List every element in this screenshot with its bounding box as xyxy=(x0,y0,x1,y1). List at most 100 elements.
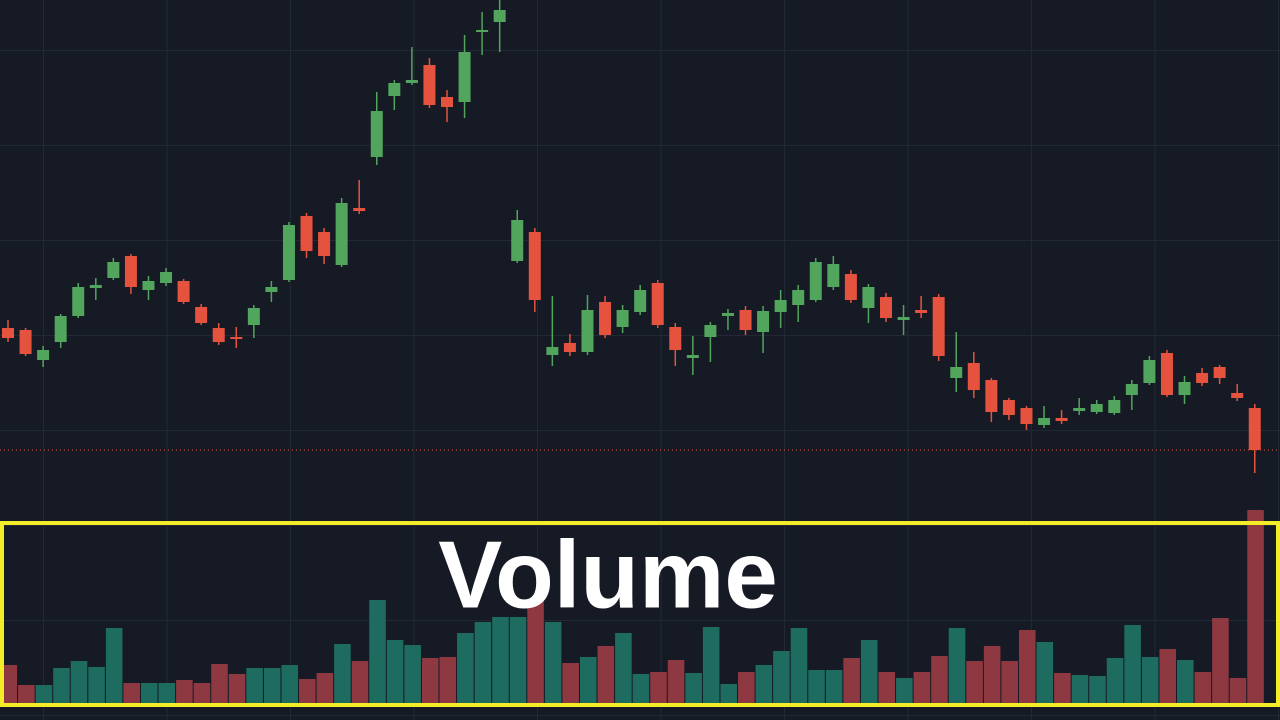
volume-bar xyxy=(632,674,650,704)
candle-body xyxy=(932,297,945,356)
candle-body xyxy=(353,208,366,211)
volume-bar xyxy=(983,646,1001,704)
candle-body xyxy=(1178,382,1191,395)
candle-body xyxy=(651,283,664,325)
volume-bar xyxy=(720,684,738,704)
candle-body xyxy=(967,363,980,390)
candle-body xyxy=(563,343,576,352)
candle-body xyxy=(827,264,840,287)
volume-bar xyxy=(755,665,773,704)
volume-bar xyxy=(386,640,404,704)
volume-bar xyxy=(1177,660,1194,704)
volume-bar xyxy=(263,668,281,704)
volume-bar xyxy=(808,670,825,704)
candle-body xyxy=(1231,393,1244,398)
candle-body xyxy=(581,310,594,352)
volume-bar xyxy=(825,670,843,704)
candle-body xyxy=(493,10,506,22)
volume-bar xyxy=(88,667,105,704)
candle-body xyxy=(89,285,102,288)
volume-bar xyxy=(474,622,492,704)
candle-body xyxy=(599,302,612,335)
volume-bar xyxy=(685,673,702,704)
volume-bar xyxy=(176,680,193,704)
candle-body xyxy=(1248,408,1261,450)
candle-body xyxy=(739,310,752,330)
candle-body xyxy=(1160,353,1173,395)
candle-body xyxy=(1073,408,1086,411)
candle-body xyxy=(985,380,998,412)
candle-body xyxy=(212,328,225,342)
candle-body xyxy=(844,274,857,300)
volume-bar xyxy=(948,628,966,704)
volume-bar xyxy=(913,672,931,704)
volume-bar xyxy=(527,600,544,704)
candle-body xyxy=(634,290,647,312)
volume-bar xyxy=(966,661,983,704)
volume-bar xyxy=(492,617,509,704)
volume-bar xyxy=(773,651,790,704)
candle-body xyxy=(107,262,120,278)
candle-body xyxy=(177,281,190,302)
volume-bar xyxy=(1001,661,1018,704)
volume-bar xyxy=(790,628,808,704)
candle-body xyxy=(528,232,541,300)
volume-bar xyxy=(334,644,351,704)
volume-bar xyxy=(211,664,228,704)
volume-bar xyxy=(439,657,457,704)
candle-body xyxy=(880,297,892,318)
candle-body xyxy=(757,311,770,332)
volume-bar xyxy=(1089,676,1106,704)
volume-bar xyxy=(1036,642,1054,704)
candle-body xyxy=(897,317,910,320)
volume-bar xyxy=(105,628,123,704)
highlight-box xyxy=(0,521,1280,707)
volume-bar xyxy=(1071,675,1089,704)
candle-body xyxy=(54,316,67,342)
candle-body xyxy=(511,220,524,261)
volume-bar xyxy=(140,683,158,704)
candle-body xyxy=(2,328,14,338)
candle-body xyxy=(1213,367,1226,378)
candle-body xyxy=(282,225,295,280)
candle-body xyxy=(950,367,963,378)
candle-body xyxy=(37,350,50,360)
volume-bar xyxy=(351,661,369,704)
volume-bar xyxy=(860,640,878,704)
volume-bar xyxy=(896,678,913,704)
volume-bar xyxy=(1124,625,1141,704)
volume-bar xyxy=(562,663,579,704)
volume-bar xyxy=(878,672,896,704)
volume-bar xyxy=(70,661,88,704)
candle-body xyxy=(1090,404,1103,412)
candle-body xyxy=(774,300,787,312)
volume-bar xyxy=(316,673,334,704)
candle-body xyxy=(915,310,928,313)
volume-bar xyxy=(369,600,386,704)
candle-body xyxy=(247,308,260,325)
volume-bar xyxy=(1141,657,1159,704)
candle-body xyxy=(1055,418,1068,421)
candle-body xyxy=(1020,408,1033,424)
volume-bar xyxy=(0,665,18,704)
volume-bar xyxy=(667,660,685,704)
candle-body xyxy=(809,262,822,300)
candle-body xyxy=(1108,400,1121,413)
volume-bar xyxy=(1212,618,1229,704)
volume-bar xyxy=(1229,678,1247,704)
candle-body xyxy=(72,287,85,316)
volume-bar xyxy=(597,646,615,704)
candle-body xyxy=(370,111,383,157)
candle-body xyxy=(1002,400,1015,415)
candle-body xyxy=(669,327,682,350)
candle-body xyxy=(1038,418,1051,425)
volume-bar xyxy=(53,668,70,704)
volume-bar xyxy=(931,656,948,704)
candle-body xyxy=(124,256,137,287)
volume-bar xyxy=(702,627,720,704)
volume-bar xyxy=(404,645,421,704)
annotation: Volume xyxy=(438,521,778,628)
volume-bar xyxy=(1159,649,1177,704)
volume-bar xyxy=(1054,673,1071,704)
